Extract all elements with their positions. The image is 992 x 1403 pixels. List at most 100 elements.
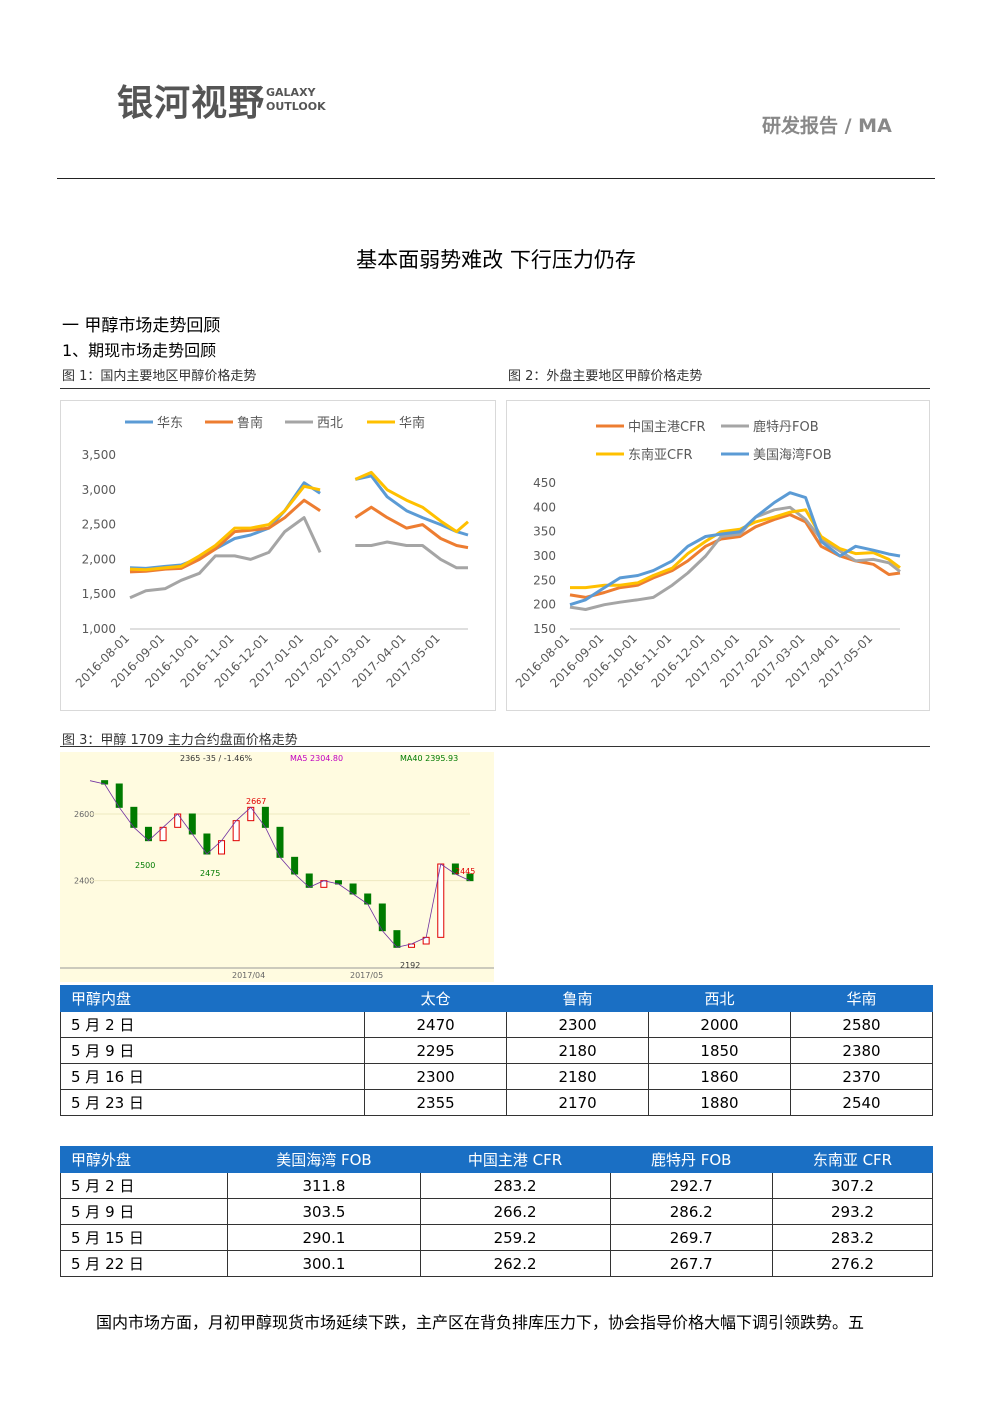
table-cell: 2380 xyxy=(790,1037,933,1064)
chart-background xyxy=(60,752,494,982)
header-cell: 华南 xyxy=(790,985,933,1012)
caption-rule xyxy=(60,746,930,747)
table-cell: 2180 xyxy=(506,1037,650,1064)
series-line xyxy=(129,470,469,572)
table-cell: 2180 xyxy=(506,1063,650,1090)
table-cell: 2170 xyxy=(506,1089,650,1116)
table-cell: 2300 xyxy=(506,1011,650,1038)
table-cell: 2355 xyxy=(364,1089,508,1116)
y-tick-label: 200 xyxy=(533,598,556,612)
table-cell: 2295 xyxy=(364,1037,508,1064)
table-row: 5 月 2 日 2470 2300 2000 2580 xyxy=(59,1011,933,1038)
legend-label: 美国海湾FOB xyxy=(753,447,832,463)
chart: 1,0001,5002,0002,5003,0003,5002016-08-01… xyxy=(60,400,496,711)
annotation: 2500 xyxy=(135,861,155,870)
table-cell: 290.1 xyxy=(227,1224,421,1251)
table-cell: 276.2 xyxy=(771,1250,934,1277)
y-tick-label: 3,500 xyxy=(82,448,116,462)
chart-frame xyxy=(60,400,496,711)
header-cell: 美国海湾 FOB xyxy=(227,1146,421,1173)
table-cell: 5 月 15 日 xyxy=(59,1224,229,1251)
table-cell: 5 月 2 日 xyxy=(59,1172,229,1199)
header-cell: 甲醇外盘 xyxy=(59,1146,229,1173)
series-line xyxy=(569,491,901,607)
table-cell: 293.2 xyxy=(771,1198,934,1225)
table-cell: 2370 xyxy=(790,1063,933,1090)
table-cell: 259.2 xyxy=(419,1224,611,1251)
table-cell: 266.2 xyxy=(419,1198,611,1225)
legend-label: 华东 xyxy=(157,416,183,431)
figure-caption: 图 1：国内主要地区甲醇价格走势 xyxy=(62,369,257,384)
table-cell: 303.5 xyxy=(227,1198,421,1225)
table-cell: 262.2 xyxy=(419,1250,611,1277)
series-line xyxy=(569,505,901,611)
y-tick-label: 450 xyxy=(533,476,556,490)
table-cell: 1850 xyxy=(648,1037,791,1064)
y-tick-label: 2400 xyxy=(74,877,94,886)
header-cell: 鲁南 xyxy=(506,985,650,1012)
table-cell: 5 月 23 日 xyxy=(59,1089,366,1116)
series-line xyxy=(129,516,468,600)
legend-label: 鹿特丹FOB xyxy=(753,419,819,435)
table-cell: 286.2 xyxy=(609,1198,773,1225)
header-cell: 鹿特丹 FOB xyxy=(609,1146,773,1173)
logo-small: OUTLOOK xyxy=(266,100,326,113)
header-rule xyxy=(57,178,935,179)
chart: 2365 -35 / -1.46% MA5 2304.80 MA40 2395.93… xyxy=(60,752,494,982)
chart: 1502002503003504004502016-08-012016-09-0… xyxy=(506,400,930,711)
chart-frame xyxy=(506,400,930,711)
figure-caption: 图 2：外盘主要地区甲醇价格走势 xyxy=(508,369,703,384)
table-cell: 5 月 2 日 xyxy=(59,1011,366,1038)
table-cell: 307.2 xyxy=(771,1172,934,1199)
table-cell: 267.7 xyxy=(609,1250,773,1277)
legend-label: 中国主港CFR xyxy=(628,420,706,435)
table-cell: 2580 xyxy=(790,1011,933,1038)
doc-title: 基本面弱势难改 下行压力仍存 xyxy=(356,248,636,272)
table-cell: 283.2 xyxy=(771,1224,934,1251)
series-line xyxy=(570,508,901,590)
annotation: 2475 xyxy=(200,869,220,878)
table-cell: 1860 xyxy=(648,1063,791,1090)
table-row: 5 月 9 日 303.5 266.2 286.2 293.2 xyxy=(59,1198,934,1225)
y-tick-label: 350 xyxy=(533,525,556,539)
table-cell: 292.7 xyxy=(609,1172,773,1199)
legend-label: 华南 xyxy=(399,415,425,431)
header-cell: 东南亚 CFR xyxy=(771,1146,934,1173)
y-tick-label: 2,500 xyxy=(82,518,116,532)
table-cell: 269.7 xyxy=(609,1224,773,1251)
y-tick-label: 1,500 xyxy=(82,587,116,601)
legend-label: 东南亚CFR xyxy=(628,447,693,463)
table-cell: 2470 xyxy=(364,1011,508,1038)
table: 甲醇外盘 美国海湾 FOB 中国主港 CFR 鹿特丹 FOB 东南亚 CFR 5 月 2 … xyxy=(59,1146,934,1277)
table-cell: 5 月 16 日 xyxy=(59,1063,366,1090)
table-cell: 1880 xyxy=(648,1089,791,1116)
section-heading: 一 甲醇市场走势回顾 xyxy=(62,316,221,336)
annotation: 2192 xyxy=(400,961,420,970)
table-cell: 300.1 xyxy=(227,1250,421,1277)
paragraph: 国内市场方面，月初甲醇现货市场延续下跌，主产区在背负排库压力下，协会指导价格大幅… xyxy=(96,1313,865,1332)
header-row: 甲醇内盘 太仓 鲁南 西北 华南 xyxy=(59,985,933,1012)
table-cell: 2300 xyxy=(364,1063,508,1090)
y-tick-label: 250 xyxy=(533,573,556,587)
report-tag: 研发报告 / MA xyxy=(762,115,892,137)
legend-label: MA40 2395.93 xyxy=(400,754,458,763)
y-tick-label: 2600 xyxy=(74,810,94,819)
y-tick-label: 400 xyxy=(533,500,556,514)
table: 甲醇内盘 太仓 鲁南 西北 华南 5 月 2 日 2470 2300 2000 2580 5 月 9… xyxy=(59,985,933,1116)
table-cell: 5 月 22 日 xyxy=(59,1250,229,1277)
legend-label: 鲁南 xyxy=(237,415,263,431)
table-cell: 283.2 xyxy=(419,1172,611,1199)
table-cell: 2000 xyxy=(648,1011,791,1038)
logo-small: GALAXY xyxy=(266,86,316,99)
header-row: 甲醇外盘 美国海湾 FOB 中国主港 CFR 鹿特丹 FOB 东南亚 CFR xyxy=(59,1146,934,1173)
table-cell: 5 月 9 日 xyxy=(59,1037,366,1064)
x-label: 2017/05 xyxy=(350,971,383,980)
caption-rule xyxy=(60,388,930,389)
header-cell: 太仓 xyxy=(364,985,508,1012)
y-tick-label: 300 xyxy=(533,549,556,563)
subsection-heading: 1、期现市场走势回顾 xyxy=(62,341,217,360)
table-cell: 2540 xyxy=(790,1089,933,1116)
y-tick-label: 150 xyxy=(533,622,556,636)
y-tick-label: 1,000 xyxy=(82,622,116,636)
